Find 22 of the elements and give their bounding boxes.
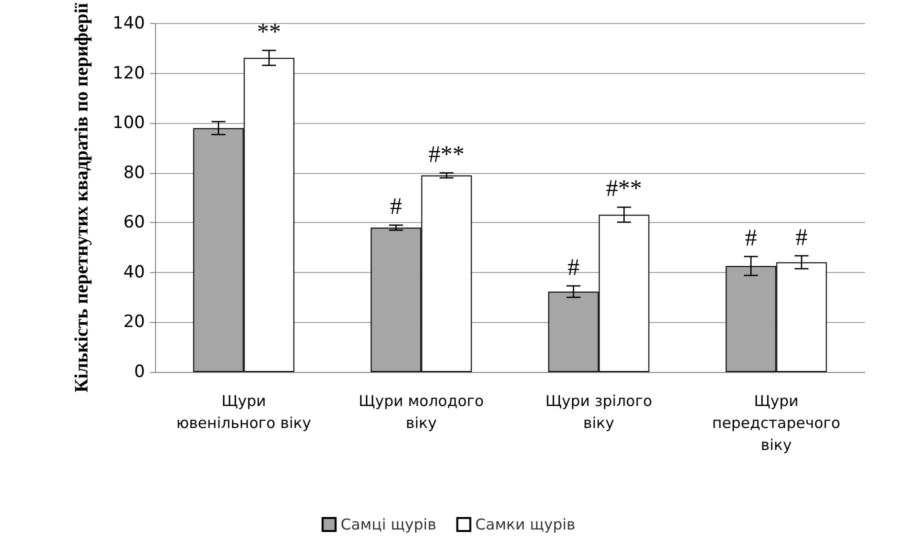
x-tick-label: Щури передстаречого віку <box>712 392 840 454</box>
annotation: # <box>744 226 757 252</box>
y-tick-label: 80 <box>123 162 145 183</box>
y-tick-label: 140 <box>112 14 145 34</box>
legend-label: Самці щурів <box>340 516 436 534</box>
annotation: # <box>390 194 402 220</box>
legend-label: Самки щурів <box>475 516 576 534</box>
x-tick-label: Щури ювенільного віку <box>176 392 312 432</box>
y-tick-label: 100 <box>112 113 145 134</box>
y-tick-label: 20 <box>123 312 145 332</box>
y-tick-label: 40 <box>123 262 145 282</box>
y-axis-title: Кількість перетнутих квадратів по периферії <box>72 2 92 393</box>
annotation: # <box>567 254 580 281</box>
y-tick-label: 120 <box>112 63 145 84</box>
annotation: # <box>796 224 808 251</box>
x-tick-label: Щури зрілого віку <box>545 392 652 432</box>
y-tick-label: 60 <box>123 212 145 233</box>
x-tick-label: Щури молодого віку <box>358 392 484 432</box>
annotation: #** <box>606 176 642 202</box>
y-tick-label: 0 <box>134 362 145 382</box>
annotation: ** <box>257 19 282 46</box>
annotation: #** <box>428 142 465 168</box>
